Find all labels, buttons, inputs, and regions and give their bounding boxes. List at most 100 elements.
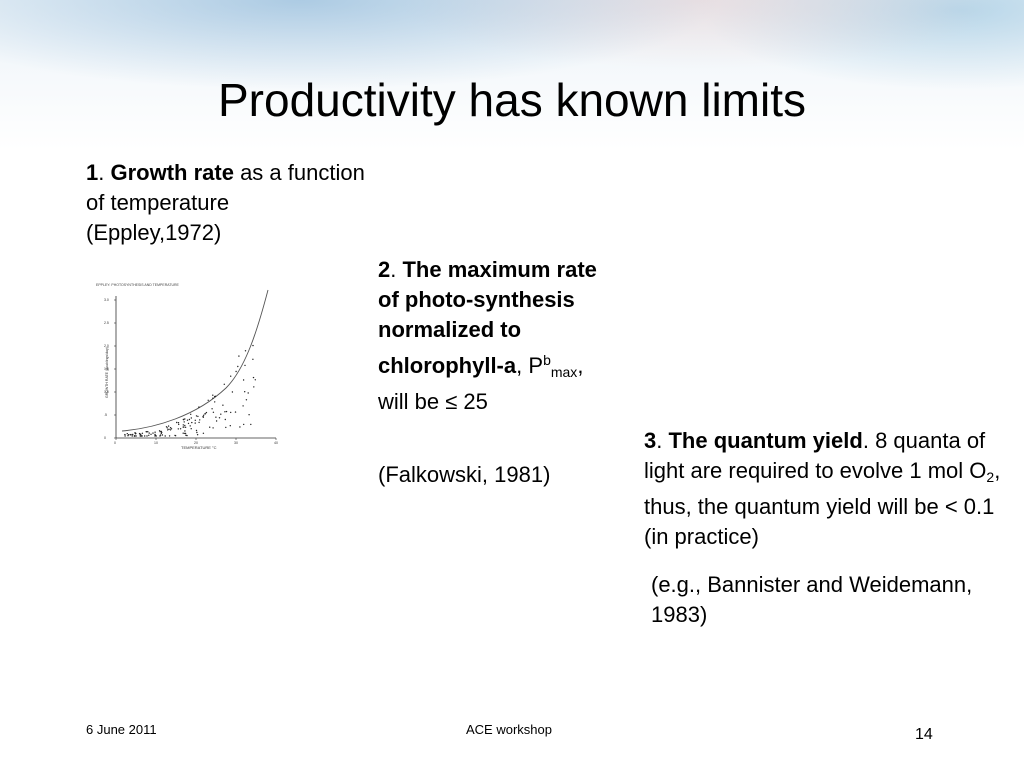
figure-scatter-point (245, 399, 248, 401)
figure-x-ticks: 0 10 20 30 40 (114, 438, 278, 445)
point-1-bold: Growth rate (110, 160, 234, 185)
figure-scatter-point (127, 435, 129, 437)
figure-scatter-points (124, 344, 256, 437)
figure-scatter-point (174, 434, 176, 437)
figure-scatter-point (126, 433, 128, 435)
figure-scatter-point (170, 428, 173, 430)
figure-scatter-point (144, 435, 146, 437)
figure-scatter-point (185, 434, 187, 436)
figure-scatter-point (146, 435, 148, 437)
figure-scatter-point (197, 415, 199, 418)
figure-scatter-point (166, 427, 168, 429)
figure-scatter-point (154, 431, 156, 433)
figure-scatter-point (223, 383, 225, 385)
figure-scatter-point (218, 417, 221, 419)
figure-scatter-point (252, 358, 254, 360)
figure-scatter-point (184, 430, 186, 432)
figure-scatter-point (202, 416, 204, 418)
figure-scatter-point (225, 426, 227, 429)
figure-scatter-point (235, 370, 237, 373)
figure-scatter-point (205, 411, 208, 414)
figure-scatter-point (179, 428, 182, 430)
figure-scatter-point (222, 404, 224, 406)
figure-scatter-point (145, 431, 147, 433)
figure-scatter-point (138, 432, 141, 435)
figure-scatter-point (148, 432, 150, 434)
point-2-superscript: b (543, 352, 551, 368)
figure-scatter-point (244, 364, 246, 367)
figure-scatter-point (177, 422, 180, 424)
point-2-bold: The maximum rate of photo-synthesis norm… (378, 257, 597, 378)
figure-scatter-point (250, 423, 252, 426)
figure-scatter-point (152, 432, 154, 434)
figure-scatter-point (220, 413, 222, 415)
point-2: 2. The maximum rate of photo-synthesis n… (378, 255, 608, 417)
figure-scatter-point (196, 431, 198, 434)
figure-scatter-point (211, 408, 213, 410)
footer-page-number: 14 (915, 726, 933, 743)
figure-scatter-point (254, 379, 256, 381)
figure-scatter-point (141, 435, 143, 437)
figure-scatter-point (186, 434, 188, 437)
figure-scatter-point (186, 419, 189, 421)
figure-scatter-point (177, 428, 179, 430)
figure-scatter-point (198, 406, 200, 408)
figure-scatter-point (164, 435, 166, 437)
figure-scatter-point (190, 413, 192, 415)
point-3-citation: (e.g., Bannister and Weidemann, 1983) (651, 572, 973, 627)
figure-scatter-point (131, 435, 133, 437)
growth-rate-figure: EPPLEY: PHOTOSYNTHESIS AND TEMPERATURE 0… (96, 283, 278, 450)
figure-scatter-point (244, 350, 247, 352)
figure-scatter-point (202, 414, 205, 416)
figure-scatter-point (190, 417, 192, 419)
figure-scatter-point (230, 411, 232, 414)
figure-scatter-point (194, 419, 196, 421)
figure-scatter-point (252, 344, 254, 347)
figure-scatter-point (135, 435, 137, 437)
figure-x-tick-label: 30 (234, 441, 238, 445)
point-1-separator: . (98, 160, 111, 185)
figure-scatter-point (204, 413, 206, 415)
figure-scatter-point (169, 427, 172, 429)
point-2-subscript: max (550, 364, 578, 380)
figure-scatter-point (150, 433, 152, 435)
figure-header: EPPLEY: PHOTOSYNTHESIS AND TEMPERATURE (96, 283, 180, 287)
footer-center-text: ACE workshop (466, 722, 552, 737)
figure-scatter-point (159, 435, 161, 437)
header-gradient-decoration (0, 0, 1024, 150)
figure-scatter-point (243, 423, 245, 426)
figure-scatter-point (237, 365, 239, 368)
figure-scatter-point (182, 418, 185, 421)
point-2-comma: , (516, 353, 523, 378)
figure-scatter-point (184, 426, 187, 428)
figure-scatter-point (231, 391, 234, 393)
point-1: 1. Growth rate as a function of temperat… (86, 158, 366, 248)
figure-scatter-point (140, 433, 142, 435)
figure-scatter-point (248, 414, 250, 416)
figure-scatter-point (215, 416, 217, 418)
figure-scatter-point (187, 422, 190, 425)
point-3-text-2: , thus, the quantum yield will be < 0.1 … (644, 458, 1001, 549)
figure-scatter-point (182, 426, 184, 428)
figure-y-tick-label: 1.5 (104, 367, 109, 371)
figure-scatter-point (212, 427, 214, 429)
figure-scatter-point (253, 386, 255, 388)
figure-scatter-point (141, 432, 144, 434)
figure-scatter-point (167, 425, 170, 427)
figure-scatter-point (198, 421, 200, 424)
figure-x-label: TEMPERATURE °C (181, 445, 217, 450)
figure-scatter-point (195, 429, 198, 432)
figure-x-tick-label: 0 (114, 441, 116, 445)
figure-scatter-point (130, 433, 132, 436)
figure-scatter-point (139, 435, 141, 437)
figure-x-tick-label: 20 (194, 441, 198, 445)
figure-scatter-point (133, 435, 136, 437)
figure-scatter-point (154, 433, 156, 436)
figure-scatter-point (214, 401, 216, 403)
figure-scatter-point (194, 422, 196, 424)
figure-scatter-point (190, 428, 192, 430)
figure-scatter-point (169, 429, 172, 431)
figure-scatter-point (184, 424, 186, 427)
point-1-number: 1 (86, 160, 99, 185)
figure-scatter-point (252, 376, 255, 379)
